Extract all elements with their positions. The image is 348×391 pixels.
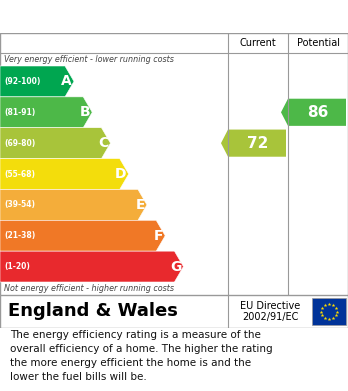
Text: Potential: Potential [296,38,340,48]
Text: (92-100): (92-100) [4,77,40,86]
Text: (69-80): (69-80) [4,139,35,148]
Text: 86: 86 [307,105,329,120]
Text: Not energy efficient - higher running costs: Not energy efficient - higher running co… [4,284,174,293]
Polygon shape [0,220,165,251]
Polygon shape [0,189,147,220]
Polygon shape [0,159,129,189]
Text: 2002/91/EC: 2002/91/EC [242,312,298,323]
Polygon shape [0,66,74,97]
Polygon shape [0,97,92,128]
Text: Very energy efficient - lower running costs: Very energy efficient - lower running co… [4,55,174,64]
Polygon shape [0,251,183,282]
Text: (39-54): (39-54) [4,200,35,209]
Text: The energy efficiency rating is a measure of the
overall efficiency of a home. T: The energy efficiency rating is a measur… [10,330,273,382]
Text: B: B [80,105,90,119]
Text: Current: Current [240,38,276,48]
Text: 72: 72 [247,136,269,151]
Bar [312,298,346,325]
Text: (1-20): (1-20) [4,262,30,271]
Text: C: C [98,136,109,150]
Text: England & Wales: England & Wales [8,303,178,321]
Text: EU Directive: EU Directive [240,301,300,310]
Text: G: G [170,260,181,274]
Polygon shape [221,129,286,157]
Text: A: A [61,74,72,88]
Text: D: D [115,167,127,181]
Text: (21-38): (21-38) [4,231,35,240]
Text: (81-91): (81-91) [4,108,35,117]
Text: Energy Efficiency Rating: Energy Efficiency Rating [10,9,232,24]
Text: (55-68): (55-68) [4,170,35,179]
Text: E: E [135,198,145,212]
Polygon shape [281,99,346,126]
Text: F: F [154,229,163,243]
Polygon shape [0,128,110,159]
